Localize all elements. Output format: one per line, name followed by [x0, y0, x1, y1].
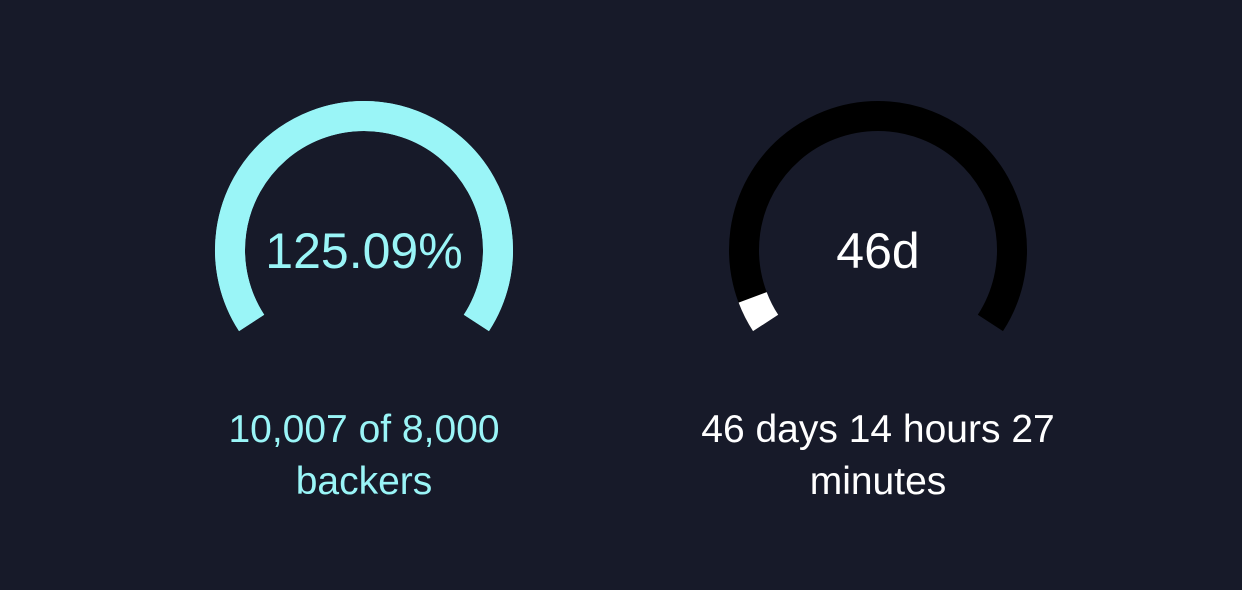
backers-gauge: 125.09% 10,007 of 8,000 backers	[164, 0, 564, 590]
time-remaining-line2: minutes	[809, 460, 947, 503]
days-remaining: 46d	[836, 223, 920, 279]
backers-count: 10,007 of 8,000	[228, 408, 500, 451]
time-ring-fill	[738, 291, 779, 332]
time-remaining-gauge: 46d 46 days 14 hours 27 minutes	[678, 0, 1078, 590]
time-remaining-line1: 46 days 14 hours 27	[701, 408, 1055, 451]
funded-percentage: 125.09%	[265, 223, 463, 279]
time-ring-track	[729, 101, 1027, 332]
backers-unit: backers	[295, 460, 433, 503]
backers-caption: 10,007 of 8,000 backers	[164, 404, 564, 508]
time-progress-ring	[729, 101, 1027, 332]
backers-ring-fill	[215, 101, 513, 332]
backers-progress-ring	[215, 101, 513, 332]
time-remaining-caption: 46 days 14 hours 27 minutes	[678, 404, 1078, 508]
